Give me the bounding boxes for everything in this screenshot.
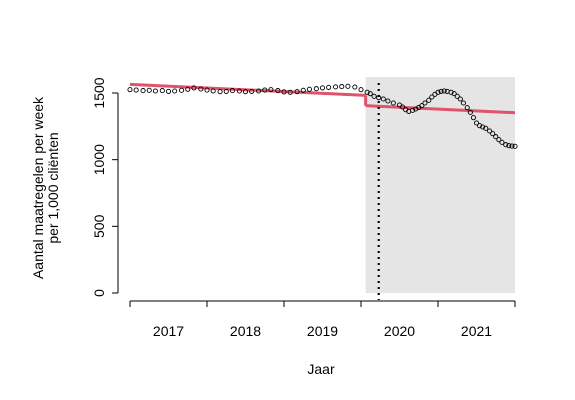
data-point [473,120,480,126]
data-point [480,124,486,130]
data-point [352,84,358,90]
y-tick-label: 0 [91,289,107,297]
data-point [319,85,326,91]
data-point [390,100,396,106]
data-point [441,88,447,94]
y-axis-label-line1: Aantal maatregelen per week [30,96,46,279]
data-point [275,88,281,94]
data-point [422,100,428,106]
data-point [262,87,268,93]
axes: 0 500 1000 1500 2017 2018 2019 2020 2021 [91,77,516,339]
data-point [172,88,178,94]
data-point [159,88,165,94]
data-point [371,93,377,99]
x-tick-label: 2021 [461,323,492,339]
data-point [454,93,460,99]
data-point [223,88,229,94]
trend-line-segment [365,104,516,115]
data-point [198,86,204,92]
data-point [287,89,293,95]
data-point [512,143,518,149]
data-point [429,94,435,100]
data-point [467,109,473,115]
data-point [133,87,139,93]
data-point [380,96,386,102]
data-point [268,87,274,93]
data-point [460,100,466,106]
data-point [236,88,242,94]
x-tick-label: 2017 [153,323,184,339]
data-point [410,107,416,113]
data-point [367,91,373,97]
data-point [493,134,499,140]
data-point [506,143,512,149]
data-point [448,89,454,95]
data-point [127,87,133,93]
data-point [281,89,287,95]
data-point [509,143,515,149]
data-point [313,86,319,92]
data-point [306,86,312,92]
data-point [358,87,364,93]
data-point [457,96,463,102]
x-tick-label: 2019 [307,323,338,339]
data-point [333,84,339,90]
data-point [191,85,197,91]
data-point [503,142,509,148]
data-point [435,89,441,95]
data-point [496,137,502,143]
trend-line-segment [129,82,366,97]
data-point [294,89,300,95]
y-tick-label: 1000 [91,144,107,175]
data-point [345,83,351,89]
data-point [256,88,262,94]
data-point [146,87,152,93]
data-point [490,131,496,137]
x-tick-label: 2020 [384,323,415,339]
data-point [217,89,223,95]
data-point [229,88,235,94]
data-point [249,88,255,94]
data-point [179,87,185,93]
x-axis-label: Jaar [307,361,335,377]
data-point [470,115,476,121]
data-point [364,89,370,95]
data-point [419,103,425,109]
data-point [464,105,470,111]
data-point [165,88,172,94]
data-point [204,87,210,93]
y-tick-label: 500 [91,214,107,238]
data-point [451,91,457,97]
data-point [185,86,191,92]
data-point [242,89,249,95]
y-axis-label-line2: per 1,000 cliënten [45,132,61,243]
data-point [385,98,391,104]
data-point [499,139,505,145]
data-point [477,123,483,129]
y-tick-label: 1500 [91,77,107,108]
data-point [483,125,489,131]
data-point [152,88,158,94]
data-point [487,128,493,134]
data-point [210,88,216,94]
data-point [326,84,332,90]
data-point [140,88,146,94]
chart-marks [127,82,518,300]
x-tick-label: 2018 [230,323,261,339]
data-point [300,87,306,93]
data-point [339,84,345,90]
data-point [426,97,432,103]
data-point [438,88,444,94]
data-point [400,104,406,110]
